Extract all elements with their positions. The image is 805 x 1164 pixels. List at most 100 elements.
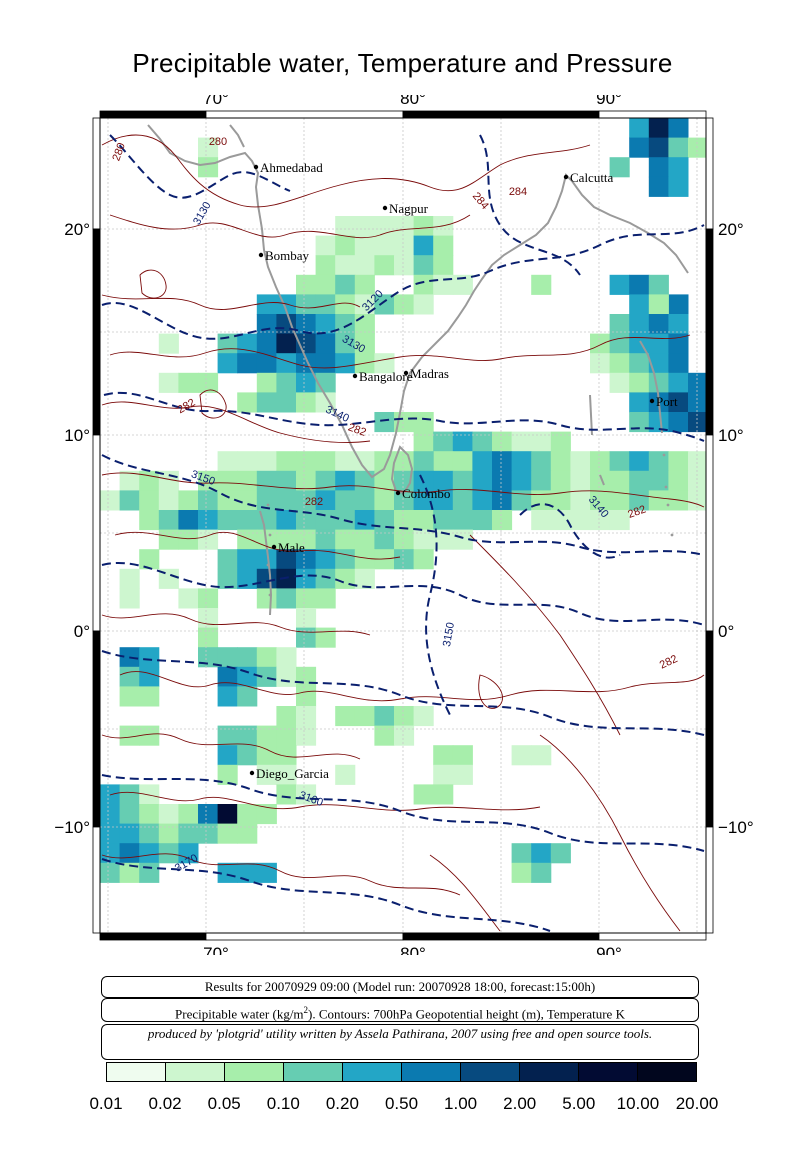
precip-cell bbox=[178, 510, 199, 531]
colorbar-label: 0.01 bbox=[89, 1094, 123, 1113]
precip-cell bbox=[354, 235, 375, 256]
precip-cell bbox=[648, 412, 669, 433]
precip-cell bbox=[276, 568, 297, 589]
colorbar-label: 2.00 bbox=[503, 1094, 537, 1113]
precip-cell bbox=[688, 412, 709, 433]
precip-cell bbox=[374, 470, 395, 491]
temperature-contour-line bbox=[469, 534, 621, 736]
precip-cell bbox=[354, 216, 375, 237]
city-markers: AhmedabadNagpurCalcuttaBombayBangaloreMa… bbox=[249, 160, 678, 781]
colorbar-label: 20.00 bbox=[675, 1094, 719, 1113]
frame-segment bbox=[705, 630, 714, 828]
precip-cell bbox=[315, 294, 336, 315]
precip-cell bbox=[237, 823, 258, 844]
precip-cell bbox=[256, 568, 277, 589]
map-border bbox=[99, 117, 707, 934]
precip-cell bbox=[374, 216, 395, 237]
precip-cell bbox=[335, 706, 356, 727]
precip-cell bbox=[158, 372, 179, 393]
precip-cell bbox=[237, 333, 258, 354]
precip-cell bbox=[217, 725, 238, 746]
precip-cell bbox=[178, 843, 199, 864]
precip-cell bbox=[217, 862, 238, 883]
precip-cell bbox=[335, 235, 356, 256]
coastline-segment bbox=[639, 340, 663, 434]
frame-segment bbox=[205, 110, 404, 119]
colorbar-segment bbox=[107, 1063, 166, 1081]
precip-cell bbox=[276, 725, 297, 746]
precip-cell bbox=[296, 294, 317, 315]
colorbar-labels: 0.01 0.02 0.05 0.10 0.20 0.50 1.00 2.00 5.00 10.0… bbox=[0, 1094, 805, 1116]
precip-cell bbox=[452, 431, 473, 452]
precip-cell bbox=[256, 314, 277, 335]
precip-cell bbox=[158, 490, 179, 511]
precip-cell bbox=[139, 725, 160, 746]
precip-cell bbox=[296, 392, 317, 413]
lat-label-right: 20° bbox=[718, 220, 744, 239]
precip-cell bbox=[296, 451, 317, 472]
precip-cell bbox=[335, 255, 356, 276]
height-contour-line bbox=[109, 134, 291, 199]
precip-cell bbox=[276, 745, 297, 766]
legend-description-start: Precipitable water (kg/m bbox=[175, 1006, 304, 1022]
precip-cell bbox=[550, 451, 571, 472]
precip-cell bbox=[217, 764, 238, 785]
precip-cell bbox=[198, 529, 219, 550]
precip-cell bbox=[472, 490, 493, 511]
precip-cell bbox=[100, 862, 121, 883]
precip-cell bbox=[668, 176, 689, 197]
coastline-segment bbox=[390, 445, 414, 495]
precip-cell bbox=[296, 470, 317, 491]
precip-cell bbox=[335, 764, 356, 785]
city-marker bbox=[382, 205, 388, 211]
precip-cell bbox=[629, 392, 650, 413]
city-label: Ahmedabad bbox=[260, 160, 323, 175]
colorbar bbox=[106, 1062, 697, 1082]
precip-cell bbox=[256, 451, 277, 472]
precip-cell bbox=[354, 549, 375, 570]
precip-cell bbox=[335, 314, 356, 335]
precip-cell bbox=[256, 647, 277, 668]
precip-cell bbox=[688, 137, 709, 158]
precip-cell bbox=[335, 568, 356, 589]
precip-cell bbox=[237, 647, 258, 668]
precip-cell bbox=[139, 510, 160, 531]
precip-cell bbox=[276, 490, 297, 511]
frame-segment bbox=[705, 434, 714, 632]
precip-cell bbox=[315, 490, 336, 511]
precip-cell bbox=[668, 372, 689, 393]
precip-cell bbox=[158, 804, 179, 825]
precip-cell bbox=[256, 764, 277, 785]
precip-cell bbox=[119, 784, 140, 805]
precip-cell bbox=[354, 568, 375, 589]
temperature-contour-line bbox=[199, 389, 227, 419]
precip-cell bbox=[531, 745, 552, 766]
precip-cell bbox=[139, 686, 160, 707]
precip-cell bbox=[100, 843, 121, 864]
precip-cell bbox=[648, 353, 669, 374]
coastline-segment bbox=[229, 124, 245, 148]
precip-cell bbox=[609, 157, 630, 178]
precip-cell bbox=[217, 568, 238, 589]
precip-cell bbox=[237, 666, 258, 687]
precip-cell bbox=[609, 490, 630, 511]
precip-cell bbox=[531, 510, 552, 531]
frame-segment bbox=[92, 826, 101, 934]
precip-cell bbox=[629, 451, 650, 472]
precip-cell bbox=[452, 745, 473, 766]
precip-cell bbox=[237, 392, 258, 413]
city-label: Nagpur bbox=[389, 201, 429, 216]
colorbar-label: 0.20 bbox=[325, 1094, 359, 1113]
precip-cell bbox=[629, 490, 650, 511]
precip-cell bbox=[629, 274, 650, 295]
precip-cell bbox=[256, 588, 277, 609]
precip-cell bbox=[119, 686, 140, 707]
precip-cell bbox=[354, 294, 375, 315]
precip-cell bbox=[394, 490, 415, 511]
precip-cell bbox=[217, 510, 238, 531]
height-contour-line bbox=[479, 134, 581, 276]
precip-cell bbox=[256, 392, 277, 413]
precip-cell bbox=[296, 725, 317, 746]
precip-cell bbox=[590, 353, 611, 374]
precip-cell bbox=[492, 490, 513, 511]
